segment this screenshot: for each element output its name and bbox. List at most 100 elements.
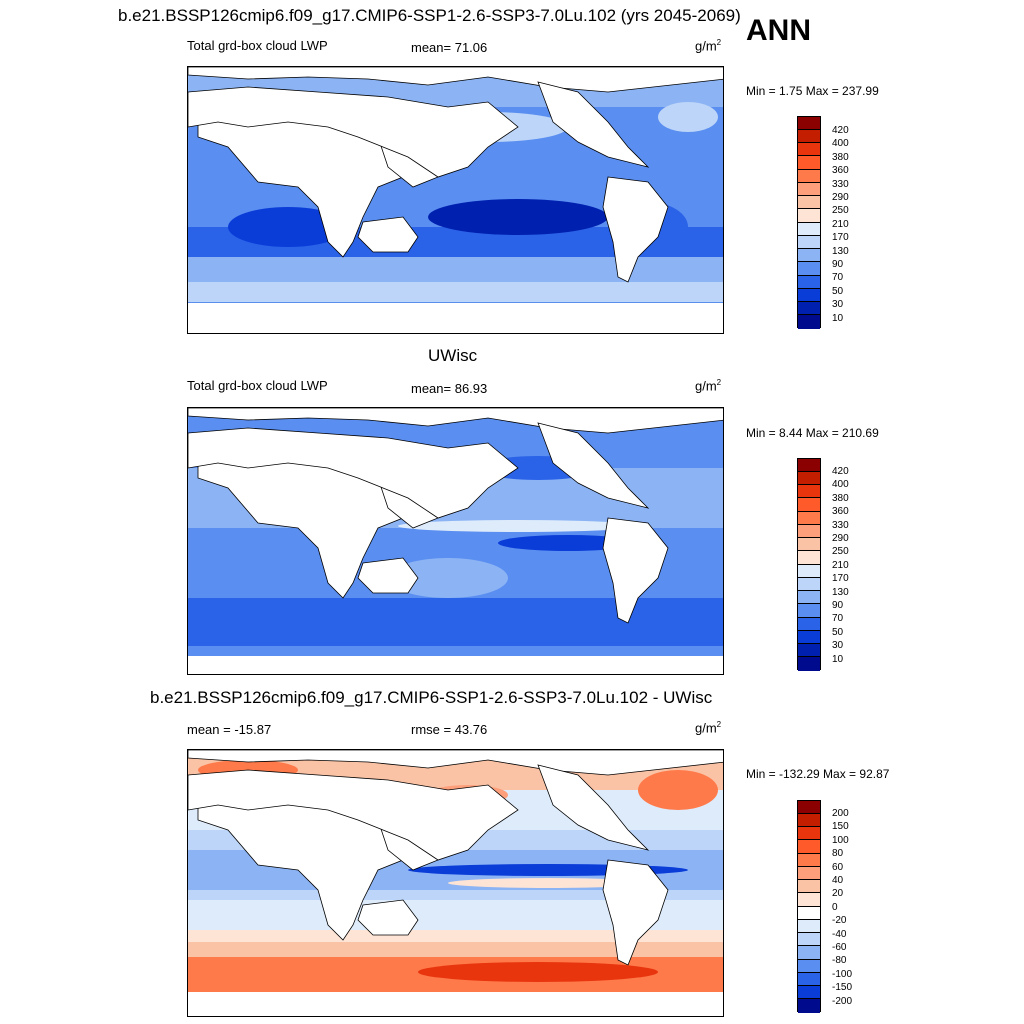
- colorbar-swatch: [798, 551, 820, 565]
- colorbar-swatch: [798, 986, 820, 1000]
- map-obs: [187, 407, 724, 675]
- colorbar-swatch: [798, 813, 820, 827]
- colorbar-label: -100: [832, 968, 853, 980]
- panel-minmax: Min = -132.29 Max = 92.87: [746, 767, 890, 781]
- panel-title: b.e21.BSSP126cmip6.f09_g17.CMIP6-SSP1-2.…: [150, 688, 713, 707]
- colorbar-swatch: [798, 288, 820, 302]
- colorbar-swatch: [798, 209, 820, 223]
- colorbar-swatch: [798, 524, 820, 538]
- panel-title: UWisc: [428, 346, 478, 365]
- colorbar-swatch: [798, 498, 820, 512]
- colorbar-labels-model: 420 400 380 360 330 290 250 210 170 130 …: [832, 124, 849, 325]
- colorbar-label: 50: [832, 285, 844, 297]
- colorbar-label: 90: [832, 259, 844, 271]
- panel-mean: mean = -15.87: [187, 722, 272, 737]
- colorbar-label: 290: [832, 533, 849, 545]
- colorbar-swatch: [798, 196, 820, 210]
- colorbar-swatch: [798, 946, 820, 960]
- colorbar-label: -60: [832, 942, 847, 954]
- colorbar-difference: [797, 800, 821, 1013]
- panel-rmse: rmse = 43.76: [411, 722, 488, 737]
- colorbar-label: 330: [832, 519, 849, 531]
- colorbar-label: 200: [832, 808, 849, 819]
- colorbar-swatch: [798, 262, 820, 276]
- panel-minmax: Min = 8.44 Max = 210.69: [746, 426, 879, 440]
- colorbar-labels-difference: 200 150 100 80 60 40 20 0 -20 -40 -60 -8…: [832, 807, 852, 1008]
- colorbar-label: 420: [832, 466, 849, 477]
- colorbar-label: 70: [832, 613, 844, 625]
- colorbar-label: 170: [832, 232, 849, 244]
- colorbar-label: 250: [832, 546, 849, 558]
- colorbar-label: 210: [832, 559, 849, 571]
- colorbar-swatch: [798, 117, 820, 130]
- colorbar-obs: [797, 458, 821, 671]
- colorbar-swatch: [798, 564, 820, 578]
- colorbar-label: 130: [832, 586, 849, 598]
- colorbar-label: 0: [832, 901, 838, 913]
- colorbar-swatch: [798, 169, 820, 183]
- colorbar-label: 50: [832, 626, 844, 638]
- case-title: b.e21.BSSP126cmip6.f09_g17.CMIP6-SSP1-2.…: [118, 6, 741, 25]
- colorbar-label: 400: [832, 479, 849, 491]
- colorbar-swatch: [798, 657, 820, 671]
- colorbar-swatch: [798, 972, 820, 986]
- colorbar-swatch: [798, 143, 820, 157]
- colorbar-swatch: [798, 538, 820, 552]
- colorbar-label: 170: [832, 573, 849, 585]
- colorbar-label: 360: [832, 506, 849, 518]
- colorbar-swatch: [798, 853, 820, 867]
- colorbar-label: 250: [832, 205, 849, 217]
- colorbar-model: [797, 116, 821, 329]
- colorbar-swatch: [798, 591, 820, 605]
- colorbar-label: 30: [832, 640, 844, 652]
- panel-units: g/m2: [695, 38, 722, 54]
- panel-mean: mean= 86.93: [411, 381, 488, 396]
- colorbar-label: -80: [832, 955, 847, 967]
- colorbar-swatch: [798, 275, 820, 289]
- colorbar-label: 30: [832, 299, 844, 311]
- colorbar-label: 210: [832, 218, 849, 230]
- panel-units: g/m2: [695, 378, 722, 394]
- colorbar-swatch: [798, 906, 820, 920]
- colorbar-swatch: [798, 604, 820, 618]
- colorbar-label: 420: [832, 125, 849, 136]
- colorbar-swatch: [798, 235, 820, 249]
- colorbar-label: 80: [832, 848, 844, 860]
- colorbar-swatch: [798, 630, 820, 644]
- map-model: [187, 66, 724, 334]
- colorbar-label: 60: [832, 861, 844, 873]
- colorbar-label: -200: [832, 995, 853, 1007]
- colorbar-label: 90: [832, 600, 844, 612]
- colorbar-swatch: [798, 644, 820, 658]
- colorbar-swatch: [798, 249, 820, 263]
- panel-minmax: Min = 1.75 Max = 237.99: [746, 84, 879, 98]
- colorbar-label: 130: [832, 245, 849, 257]
- colorbar-label: 70: [832, 272, 844, 284]
- panel-variable: Total grd-box cloud LWP: [187, 378, 328, 393]
- colorbar-swatch: [798, 485, 820, 499]
- colorbar-label: 10: [832, 312, 844, 324]
- season-label: ANN: [746, 14, 811, 47]
- colorbar-label: 380: [832, 151, 849, 163]
- colorbar-label: 100: [832, 834, 849, 846]
- colorbar-swatch: [798, 840, 820, 854]
- colorbar-swatch: [798, 866, 820, 880]
- colorbar-swatch: [798, 222, 820, 236]
- colorbar-label: 400: [832, 138, 849, 150]
- colorbar-swatch: [798, 156, 820, 170]
- colorbar-swatch: [798, 577, 820, 591]
- colorbar-label: 360: [832, 165, 849, 177]
- colorbar-labels-obs: 420 400 380 360 330 290 250 210 170 130 …: [832, 465, 849, 666]
- colorbar-label: -20: [832, 915, 847, 927]
- colorbar-swatch: [798, 827, 820, 841]
- colorbar-swatch: [798, 511, 820, 525]
- colorbar-swatch: [798, 315, 820, 329]
- panel-mean: mean= 71.06: [411, 40, 488, 55]
- panel-variable: Total grd-box cloud LWP: [187, 38, 328, 53]
- colorbar-swatch: [798, 471, 820, 485]
- panel-units: g/m2: [695, 720, 722, 736]
- colorbar-swatch: [798, 617, 820, 631]
- colorbar-swatch: [798, 999, 820, 1013]
- colorbar-swatch: [798, 893, 820, 907]
- colorbar-label: 20: [832, 888, 844, 900]
